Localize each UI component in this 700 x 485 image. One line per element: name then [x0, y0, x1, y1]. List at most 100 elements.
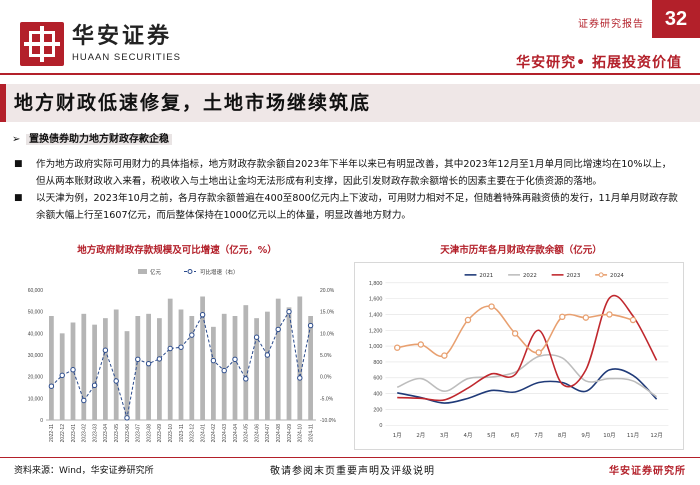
- bar: [297, 296, 303, 420]
- paragraph-2: ■ 以天津为例，2023年10月之前，各月存款余额普遍在400至800亿元内上下…: [14, 190, 678, 224]
- x-tick-label: 2024-11: [308, 424, 314, 442]
- x-tick-label: 1月: [393, 432, 402, 439]
- x-tick-label: 2024-01: [200, 424, 206, 443]
- y-right-tick-label: -5.0%: [320, 396, 334, 402]
- title-accent: [0, 84, 6, 122]
- bar: [178, 309, 184, 420]
- series-point-2024: [559, 313, 566, 321]
- y-left-tick-label: 0: [40, 418, 43, 424]
- brand-block: 华安证券 HUAAN SECURITIES: [72, 24, 232, 63]
- bar: [157, 318, 162, 420]
- brand-english-name: HUAAN SECURITIES: [72, 52, 181, 63]
- x-tick-label: 2023-08: [146, 424, 152, 443]
- series-point-2024: [394, 344, 401, 351]
- page-number: 32: [652, 0, 700, 38]
- bar: [200, 296, 205, 420]
- growth-point: [210, 357, 217, 364]
- x-tick-label: 2023-02: [82, 424, 88, 443]
- growth-point: [232, 356, 238, 363]
- x-tick-label: 2023-05: [114, 424, 120, 443]
- report-type: 证券研究报告: [578, 19, 644, 30]
- legend-swatch-bar: [138, 269, 147, 274]
- x-tick-label: 2024-10: [298, 424, 304, 443]
- growth-point: [286, 308, 292, 315]
- bar: [189, 316, 195, 420]
- x-tick-label: 2023-10: [168, 424, 174, 443]
- disclaimer-link[interactable]: 敬请参阅末页重要声明及评级说明: [270, 466, 435, 477]
- deposit-combo-chart: 0 10,000 20,000 30,000 40,000 50,000 60,000 -10…: [28, 268, 337, 443]
- paragraph-2-text: 以天津为例，2023年10月之前，各月存款余额普遍在400至800亿元内上下波动…: [36, 193, 678, 221]
- legend-swatch-marker: [598, 272, 604, 278]
- right-chart-title: 天津市历年各月财政存款余额（亿元）: [440, 245, 602, 256]
- x-tick-label: 4月: [464, 432, 473, 439]
- section-title-bar: 地方财政低速修复，土地市场继续筑底: [0, 84, 700, 122]
- series-line-2022: [396, 353, 658, 398]
- bar: [275, 298, 281, 420]
- y-tick-label: 400: [373, 392, 382, 398]
- growth-point: [156, 356, 163, 362]
- square-bullet-icon: ■: [14, 159, 23, 169]
- x-tick-label: 2022-12: [60, 424, 66, 443]
- legend-swatch-marker: [187, 269, 193, 274]
- bar: [81, 313, 87, 420]
- x-tick-label: 2023-04: [103, 424, 109, 443]
- x-tick-label: 7月: [534, 432, 543, 439]
- bar: [265, 311, 270, 420]
- growth-point: [178, 344, 184, 350]
- growth-point: [167, 345, 173, 352]
- bar: [254, 318, 259, 420]
- growth-point: [297, 375, 303, 381]
- series-point-2024: [535, 349, 542, 356]
- y-left-tick-label: 30,000: [28, 353, 44, 359]
- y-left-tick-label: 50,000: [28, 310, 44, 316]
- slogan: 华安研究• 拓展投资价值: [516, 55, 682, 71]
- y-tick-label: 1,000: [369, 344, 383, 350]
- legend-label: 亿元: [150, 268, 162, 276]
- x-tick-label: 9月: [581, 432, 590, 439]
- series-point-2024: [511, 330, 519, 337]
- company-logo: [20, 22, 64, 66]
- bar: [308, 316, 313, 420]
- series-point-2024: [488, 303, 495, 310]
- growth-point: [275, 326, 281, 333]
- bar: [146, 313, 151, 420]
- x-tick-label: 2月: [416, 432, 425, 439]
- growth-point: [221, 367, 227, 374]
- y-right-tick-label: 5.0%: [320, 353, 332, 359]
- subheading-text: 置换债券助力地方财政存款企稳: [26, 134, 172, 145]
- y-right-tick-label: 15.0%: [320, 310, 335, 316]
- y-tick-label: 0: [379, 423, 382, 429]
- x-tick-label: 3月: [440, 432, 449, 439]
- series-point-2024: [606, 311, 613, 318]
- y-tick-label: 1,800: [369, 281, 383, 287]
- growth-point: [81, 397, 87, 404]
- source-note: 资料来源：Wind，华安证券研究所: [14, 466, 154, 476]
- arrow-icon: ➢: [12, 134, 21, 145]
- growth-point: [124, 415, 130, 421]
- legend-label: 2021: [479, 273, 493, 279]
- x-tick-label: 12月: [650, 432, 662, 439]
- bar: [221, 313, 227, 420]
- growth-point: [70, 367, 76, 373]
- x-tick-label: 2024-09: [287, 424, 293, 443]
- x-tick-label: 2024-04: [233, 424, 239, 443]
- square-bullet-icon: ■: [14, 193, 23, 203]
- y-left-tick-label: 10,000: [28, 396, 44, 402]
- y-tick-label: 800: [373, 360, 382, 366]
- x-tick-label: 2024-03: [222, 424, 228, 443]
- series-point-2024: [441, 352, 448, 359]
- y-tick-label: 1,600: [369, 297, 383, 303]
- bar: [286, 307, 292, 420]
- series-line-2021: [397, 368, 658, 404]
- bar: [103, 318, 108, 420]
- x-tick-label: 2023-11: [179, 424, 185, 442]
- left-chart-title: 地方政府财政存款规模及可比增速（亿元，%）: [77, 245, 277, 256]
- legend-label: 可比增速（右）: [200, 268, 239, 276]
- growth-point: [91, 382, 98, 389]
- bar: [167, 298, 173, 420]
- header-divider: [0, 73, 700, 75]
- paragraph-1-text: 作为地方政府实际可用财力的具体指标，地方财政存款余额自2023年下半年以来已有明…: [36, 159, 672, 187]
- y-tick-label: 600: [373, 376, 382, 382]
- series-point-2024: [629, 316, 637, 324]
- bar: [92, 324, 97, 420]
